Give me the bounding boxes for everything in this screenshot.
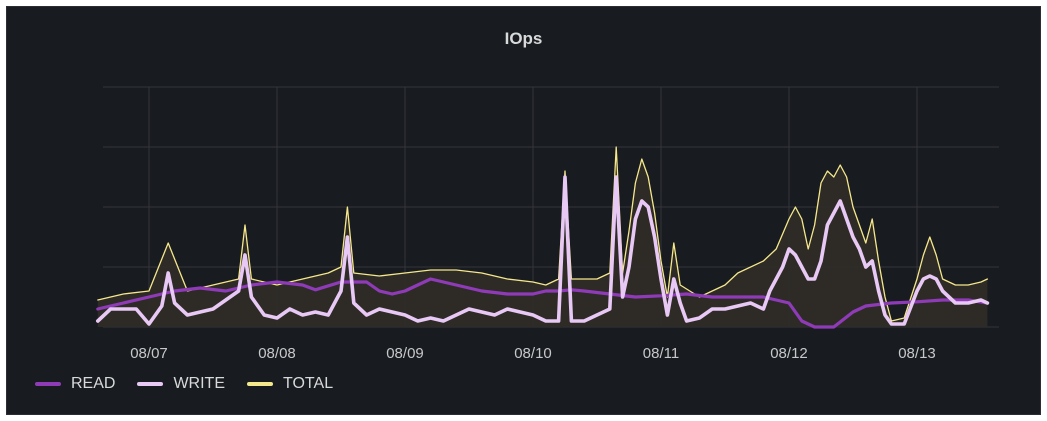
total-area bbox=[97, 147, 988, 327]
legend-label: READ bbox=[71, 375, 116, 392]
iops-line-chart: 08/07 08/08 08/09 08/10 08/11 08/12 08/13 bbox=[96, 86, 999, 362]
legend: READ WRITE TOTAL bbox=[35, 375, 333, 393]
total-area-fill bbox=[97, 147, 988, 327]
legend-label: TOTAL bbox=[283, 375, 334, 392]
legend-swatch bbox=[247, 382, 273, 386]
x-axis-ticks: 08/07 08/08 08/09 08/10 08/11 08/12 08/13 bbox=[130, 345, 936, 362]
x-tick-label: 08/08 bbox=[258, 345, 296, 362]
legend-label: WRITE bbox=[173, 375, 225, 392]
series-line-write bbox=[96, 175, 990, 326]
series-line-read bbox=[96, 277, 989, 329]
legend-swatch bbox=[35, 382, 61, 386]
series-lines bbox=[96, 146, 990, 329]
x-tick-label: 08/11 bbox=[643, 345, 679, 362]
series-line-total bbox=[97, 146, 989, 322]
legend-item-write[interactable]: WRITE bbox=[137, 375, 225, 393]
panel-title: IOps bbox=[504, 29, 543, 48]
x-tick-label: 08/09 bbox=[386, 345, 424, 362]
x-tick-label: 08/13 bbox=[898, 345, 936, 362]
legend-swatch bbox=[137, 382, 164, 386]
x-tick-label: 08/07 bbox=[130, 345, 168, 362]
x-tick-label: 08/10 bbox=[514, 345, 552, 362]
legend-item-total[interactable]: TOTAL bbox=[247, 375, 333, 393]
iops-panel: IOps 08/07 08/08 08/09 08/10 08/11 08/12 08/13… bbox=[6, 6, 1041, 415]
legend-item-read[interactable]: READ bbox=[35, 375, 115, 393]
x-tick-label: 08/12 bbox=[770, 345, 808, 362]
